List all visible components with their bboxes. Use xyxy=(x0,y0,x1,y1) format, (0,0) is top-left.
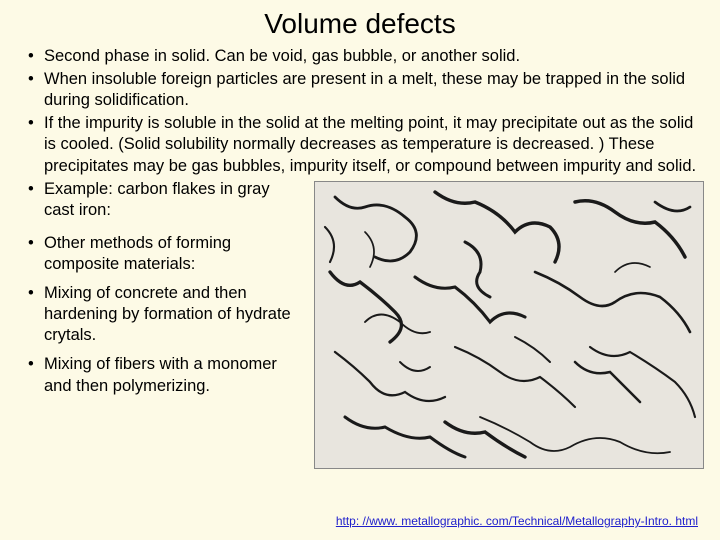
micrograph-image xyxy=(314,181,704,469)
left-bullet-list: Example: carbon flakes in gray cast iron… xyxy=(28,179,304,397)
bullet-item: Example: carbon flakes in gray cast iron… xyxy=(28,179,304,221)
content-area: Second phase in solid. Can be void, gas … xyxy=(0,46,720,469)
image-column xyxy=(314,179,704,469)
carbon-flakes-illustration xyxy=(315,182,704,469)
source-link[interactable]: http: //www. metallographic. com/Technic… xyxy=(336,514,698,528)
two-column-area: Example: carbon flakes in gray cast iron… xyxy=(28,179,702,469)
bullet-item: When insoluble foreign particles are pre… xyxy=(28,69,702,111)
left-column: Example: carbon flakes in gray cast iron… xyxy=(28,179,304,469)
top-bullet-list: Second phase in solid. Can be void, gas … xyxy=(28,46,702,177)
bullet-item: Second phase in solid. Can be void, gas … xyxy=(28,46,702,67)
bullet-item: Mixing of concrete and then hardening by… xyxy=(28,283,304,346)
page-title: Volume defects xyxy=(0,0,720,46)
bullet-item: Other methods of forming composite mater… xyxy=(28,233,304,275)
bullet-item: If the impurity is soluble in the solid … xyxy=(28,113,702,176)
bullet-item: Mixing of fibers with a monomer and then… xyxy=(28,354,304,396)
